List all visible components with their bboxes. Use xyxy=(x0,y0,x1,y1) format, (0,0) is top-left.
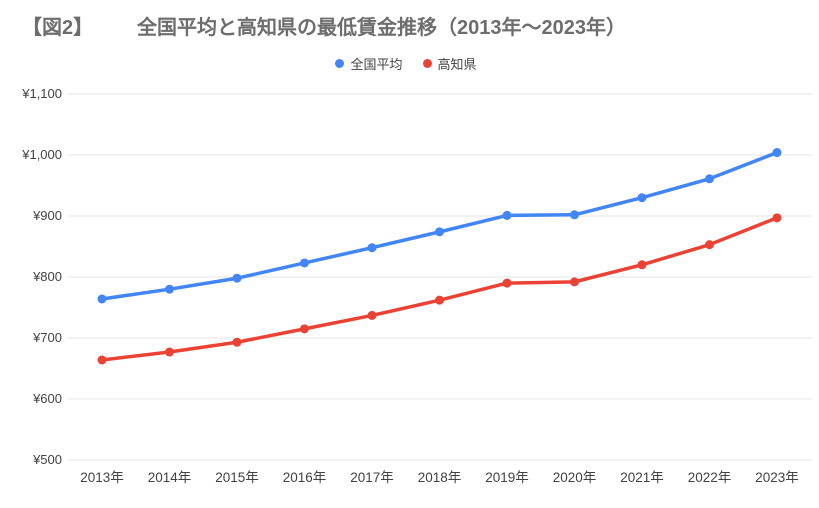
legend-label-national-average: 全国平均 xyxy=(350,57,403,72)
data-point xyxy=(435,227,444,237)
legend: 全国平均 高知県 xyxy=(0,54,812,73)
data-point xyxy=(570,210,579,220)
data-point xyxy=(570,277,579,287)
legend-marker-national-average-icon xyxy=(335,59,345,68)
data-point xyxy=(232,337,242,347)
y-axis-tick-label: ¥800 xyxy=(33,269,62,284)
y-axis-tick-label: ¥700 xyxy=(33,330,62,345)
chart-title: 全国平均と高知県の最低賃金推移（2013年～2023年） xyxy=(137,17,626,39)
legend-item-national-average: 全国平均 xyxy=(335,54,403,73)
data-point xyxy=(97,355,107,365)
series-line-1 xyxy=(100,216,779,362)
data-point xyxy=(300,258,309,268)
y-axis-tick-label: ¥1,000 xyxy=(22,147,62,162)
x-axis-tick-label: 2018年 xyxy=(417,470,462,485)
data-point xyxy=(502,210,512,220)
x-axis-tick-label: 2016年 xyxy=(282,470,327,485)
data-point xyxy=(232,273,242,283)
data-point xyxy=(435,295,444,305)
data-point xyxy=(637,193,647,203)
data-point xyxy=(705,240,714,250)
data-point xyxy=(367,310,377,320)
data-point xyxy=(705,174,714,184)
x-axis-tick-label: 2022年 xyxy=(687,470,732,485)
x-axis-tick-label: 2020年 xyxy=(552,470,597,485)
y-axis-tick-label: ¥1,100 xyxy=(22,86,62,101)
figure-label: 【図2】 xyxy=(22,17,94,39)
x-axis-tick-label: 2019年 xyxy=(485,470,529,485)
data-point xyxy=(165,284,174,294)
x-axis-tick-label: 2015年 xyxy=(215,470,259,485)
legend-item-kochi: 高知県 xyxy=(422,54,477,73)
x-axis-tick-label: 2021年 xyxy=(620,470,664,485)
x-axis-tick-label: 2013年 xyxy=(80,470,124,485)
legend-label-kochi: 高知県 xyxy=(437,57,477,72)
data-point xyxy=(165,347,174,357)
y-axis-tick-label: ¥900 xyxy=(33,208,62,223)
data-point xyxy=(772,148,782,158)
data-point xyxy=(637,260,647,270)
x-axis-tick-label: 2017年 xyxy=(350,470,394,485)
y-axis-tick-label: ¥600 xyxy=(33,391,62,406)
y-axis-tick-label: ¥500 xyxy=(33,452,62,467)
data-point xyxy=(367,243,377,253)
x-axis-tick-label: 2023年 xyxy=(755,470,799,485)
legend-marker-kochi-icon xyxy=(422,59,432,68)
data-point xyxy=(97,294,107,304)
x-axis-tick-label: 2014年 xyxy=(147,470,192,485)
data-point xyxy=(502,278,512,288)
data-point xyxy=(300,324,309,334)
data-point xyxy=(772,213,782,223)
